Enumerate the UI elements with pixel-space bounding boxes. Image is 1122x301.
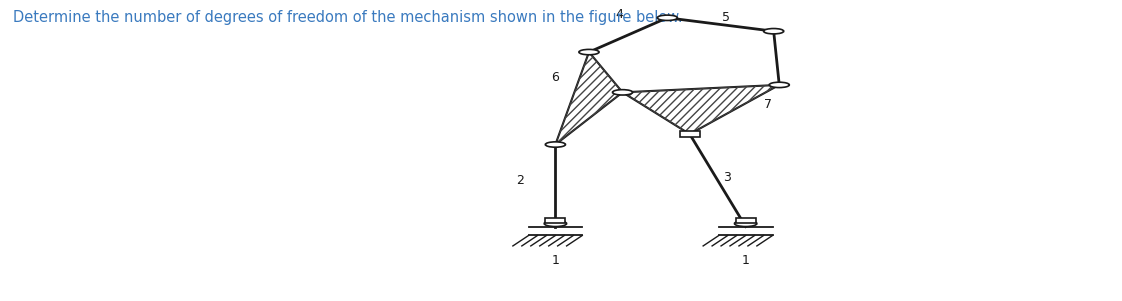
Text: 1: 1 xyxy=(552,254,560,267)
Circle shape xyxy=(770,82,789,88)
Bar xyxy=(680,132,700,137)
Text: 4: 4 xyxy=(615,8,623,21)
Text: 5: 5 xyxy=(721,11,729,24)
Circle shape xyxy=(545,142,565,147)
Text: Determine the number of degrees of freedom of the mechanism shown in the figure : Determine the number of degrees of freed… xyxy=(12,10,682,25)
Polygon shape xyxy=(623,85,780,134)
Circle shape xyxy=(544,221,567,227)
Polygon shape xyxy=(555,52,623,144)
Text: 6: 6 xyxy=(552,71,560,84)
Circle shape xyxy=(613,90,633,95)
Text: 7: 7 xyxy=(764,98,772,111)
Bar xyxy=(736,218,756,223)
Circle shape xyxy=(764,29,784,34)
Circle shape xyxy=(579,49,599,55)
Circle shape xyxy=(657,15,678,20)
Bar xyxy=(545,218,565,223)
Text: 2: 2 xyxy=(516,174,524,187)
Text: 3: 3 xyxy=(723,171,730,184)
Circle shape xyxy=(735,221,757,227)
Text: 1: 1 xyxy=(742,254,749,267)
